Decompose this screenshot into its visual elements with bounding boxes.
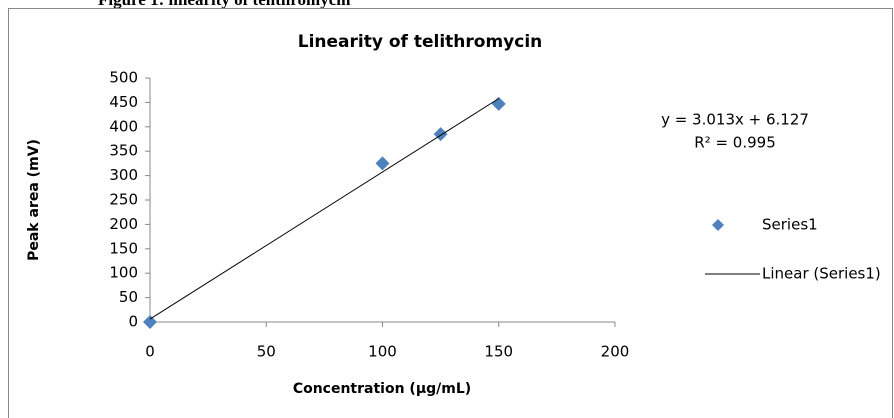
x-tick-label: 0 <box>145 343 155 361</box>
y-tick-label: 350 <box>109 142 138 160</box>
x-axis-label: Concentration (µg/mL) <box>293 381 471 397</box>
legend-label: Linear (Series1) <box>762 265 881 283</box>
y-tick-label: 50 <box>119 288 138 306</box>
y-tick-label: 0 <box>128 313 138 331</box>
y-tick-label: 400 <box>109 117 138 135</box>
y-tick-label: 450 <box>109 93 138 111</box>
x-tick-label: 50 <box>257 343 276 361</box>
y-tick-label: 100 <box>109 264 138 282</box>
x-tick-label: 150 <box>484 343 513 361</box>
equation: y = 3.013x + 6.127 <box>661 111 809 129</box>
x-tick-label: 100 <box>368 343 397 361</box>
y-axis-label: Peak area (mV) <box>26 139 42 261</box>
y-tick-label: 250 <box>109 191 138 209</box>
trendline <box>149 98 500 320</box>
chart-frame <box>8 8 893 418</box>
legend-marker <box>712 219 724 231</box>
chart-title: Linearity of telithromycin <box>298 32 543 52</box>
data-point <box>375 156 390 171</box>
data-point <box>433 127 448 142</box>
x-tick-label: 200 <box>601 343 630 361</box>
r-squared: R² = 0.995 <box>694 134 775 152</box>
y-tick-label: 150 <box>109 239 138 257</box>
y-tick-label: 200 <box>109 215 138 233</box>
y-tick-label: 300 <box>109 166 138 184</box>
figure-caption: Figure 1: linearity of telithromycin <box>98 0 351 9</box>
y-tick-label: 500 <box>109 69 138 87</box>
legend-label: Series1 <box>762 216 818 234</box>
data-point <box>143 315 157 329</box>
